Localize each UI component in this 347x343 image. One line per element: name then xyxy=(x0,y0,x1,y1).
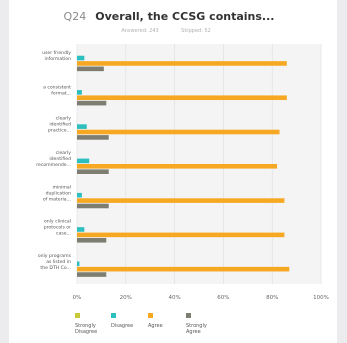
bar xyxy=(77,272,107,277)
x-tick-label: 80% xyxy=(266,295,278,301)
bar xyxy=(77,266,290,272)
bar xyxy=(77,261,80,267)
legend-label: Agree xyxy=(148,323,163,329)
question-number: Q24 xyxy=(64,10,87,23)
plot-area: 0% 20% 40% 60% 80% 100% user friendly informati… xyxy=(36,44,329,301)
legend-swatch xyxy=(75,313,80,318)
bar xyxy=(77,55,85,61)
category-label: clearly identified recommende... xyxy=(36,150,71,168)
x-tick-label: 20% xyxy=(120,295,132,301)
bar xyxy=(77,227,85,232)
category-label: user friendly information xyxy=(42,50,71,62)
legend-swatch xyxy=(148,313,153,318)
question-title: Overall, the CCSG contains... xyxy=(95,10,274,23)
bar xyxy=(77,135,109,140)
x-tick-label: 40% xyxy=(168,295,180,301)
x-tick-label: 100% xyxy=(313,295,329,301)
left-background-band xyxy=(0,0,9,343)
bar xyxy=(77,158,90,164)
legend-swatch xyxy=(111,313,116,318)
legend: Strongly Disagree Disagree Agree Strongly Agr… xyxy=(75,313,207,335)
bar xyxy=(77,66,104,72)
right-background-band xyxy=(337,0,347,343)
bar xyxy=(77,192,82,198)
legend-label: Strongly Agree xyxy=(186,323,207,335)
x-tick-label: 0% xyxy=(73,295,82,301)
bar xyxy=(77,90,82,95)
category-label: clearly identified practice... xyxy=(48,116,71,134)
bar xyxy=(77,169,109,174)
bar xyxy=(77,237,107,243)
bar xyxy=(77,129,280,135)
skipped-count: Skipped: 52 xyxy=(181,28,211,34)
bar xyxy=(77,198,285,203)
bar xyxy=(77,203,109,209)
bar xyxy=(77,164,278,169)
legend-swatch xyxy=(186,313,191,318)
bar xyxy=(77,61,287,66)
category-label: only clinical protocols or case... xyxy=(44,219,71,237)
chart-title: Q24 Overall, the CCSG contains... xyxy=(64,5,275,24)
bar xyxy=(77,100,107,106)
legend-label: Disagree xyxy=(111,323,133,329)
bar xyxy=(77,124,87,129)
bar xyxy=(77,95,287,101)
bar xyxy=(77,232,285,238)
legend-label: Strongly Disagree xyxy=(75,323,97,335)
category-label: minimal duplication of materia... xyxy=(43,184,71,202)
category-label: only programs as listed in the DTH Co... xyxy=(38,253,72,271)
category-label: a consistent format... xyxy=(43,84,71,96)
answered-count: Answered: 243 xyxy=(121,28,158,34)
x-tick-label: 60% xyxy=(217,295,229,301)
